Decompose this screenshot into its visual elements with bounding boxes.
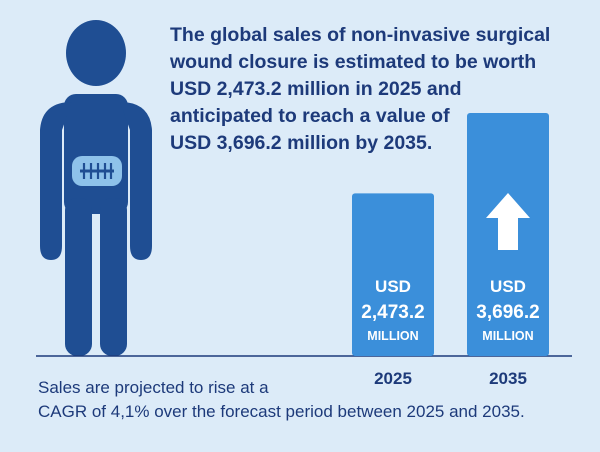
headline-line: The global sales of non-invasive surgica… bbox=[170, 24, 551, 46]
cagr-line: CAGR of 4,1% over the forecast period be… bbox=[38, 402, 525, 421]
headline-line: wound closure is estimated to be worth bbox=[170, 51, 537, 73]
bar-label-unit: MILLION bbox=[482, 329, 533, 343]
cagr-line: Sales are projected to rise at a bbox=[38, 378, 269, 397]
person-left-arm bbox=[40, 102, 72, 260]
headline: The global sales of non-invasive surgica… bbox=[170, 22, 590, 157]
bar-2025 bbox=[352, 193, 434, 356]
bar-label-value: 2,473.2 bbox=[361, 302, 424, 323]
headline-line: USD 2,473.2 million in 2025 and bbox=[170, 78, 462, 100]
x-tick-label: 2025 bbox=[374, 369, 412, 388]
stitched-wound-icon bbox=[72, 156, 122, 186]
person-right-arm bbox=[120, 102, 152, 260]
bar-label-currency: USD bbox=[490, 277, 526, 296]
person-figure-icon bbox=[28, 18, 168, 368]
bar-label-value: 3,696.2 bbox=[476, 302, 539, 323]
person-left-leg bbox=[65, 198, 92, 356]
person-right-leg bbox=[100, 198, 127, 356]
bar-label-currency: USD bbox=[375, 277, 411, 296]
x-tick-label: 2035 bbox=[489, 369, 527, 388]
up-arrow-icon bbox=[486, 193, 530, 250]
headline-line: anticipated to reach a value of bbox=[170, 105, 450, 127]
cagr-note: Sales are projected to rise at a CAGR of… bbox=[38, 376, 598, 424]
headline-line: USD 3,696.2 million by 2035. bbox=[170, 132, 433, 154]
bar-label-unit: MILLION bbox=[367, 329, 418, 343]
person-head bbox=[66, 20, 126, 86]
